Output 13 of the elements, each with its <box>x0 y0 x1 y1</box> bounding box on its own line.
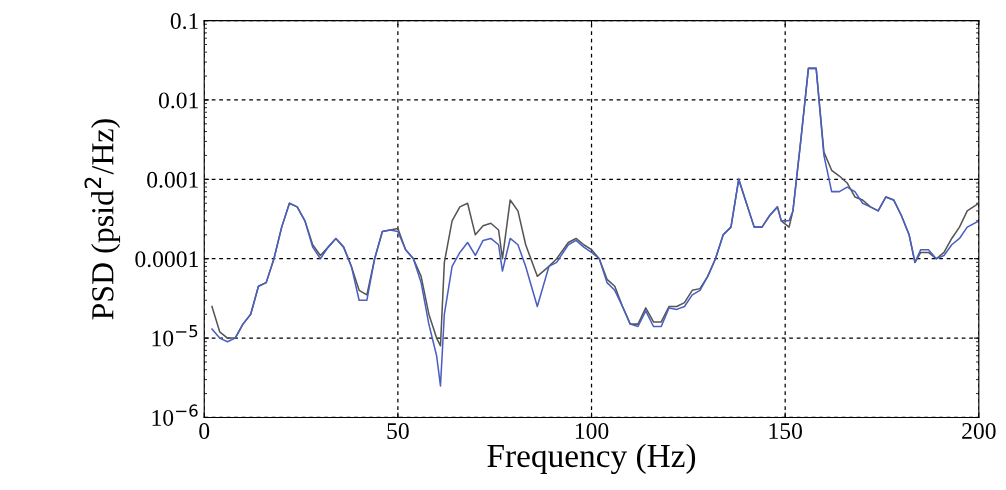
y-tick-label: 0.0001 <box>135 251 198 268</box>
x-axis-title: Frequency (Hz) <box>487 443 696 475</box>
x-tick-label: 200 <box>962 423 996 439</box>
y-tick-label: 10$^{−5}$ <box>152 325 198 347</box>
y-tick-label: 0.001 <box>147 171 198 188</box>
y-tick-label: 0.1 <box>170 13 198 30</box>
y-tick-label: 10$^{−6}$ <box>152 404 198 426</box>
x-tick-label: 0 <box>199 423 210 439</box>
x-tick-label: 50 <box>387 423 409 439</box>
y-axis-title: PSD (psid$^{2}$/Hz) <box>84 119 121 320</box>
y-tick-label: 0.01 <box>158 92 198 109</box>
x-tick-label: 150 <box>769 423 802 439</box>
x-tick-label: 100 <box>575 423 609 439</box>
